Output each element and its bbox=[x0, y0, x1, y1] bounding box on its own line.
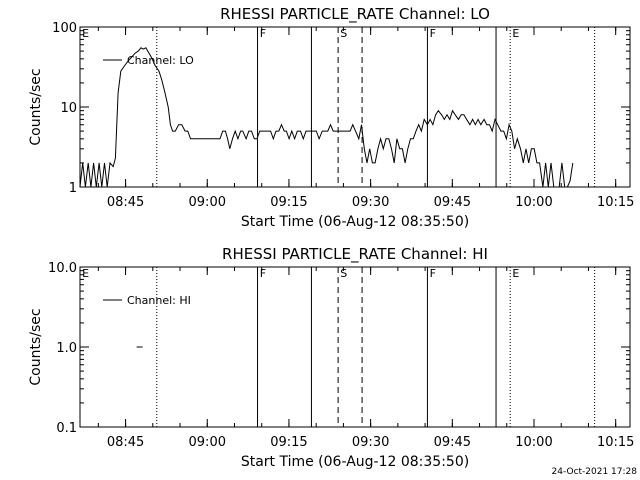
y-axis-label: Counts/sec bbox=[28, 68, 44, 145]
event-marker-label: F bbox=[260, 27, 266, 40]
plot-frame bbox=[79, 266, 631, 428]
chart-title: RHESSI PARTICLE_RATE Channel: HI bbox=[222, 245, 488, 264]
chart-title: RHESSI PARTICLE_RATE Channel: LO bbox=[220, 5, 490, 24]
event-marker-label: E bbox=[512, 267, 519, 280]
x-tick-label: 09:00 bbox=[189, 195, 226, 210]
plot-frame bbox=[79, 26, 631, 188]
y-tick-label: 100 bbox=[52, 21, 77, 36]
x-tick-label: 09:00 bbox=[189, 435, 226, 450]
x-tick-label: 08:45 bbox=[107, 435, 144, 450]
event-marker-label: E bbox=[82, 27, 89, 40]
x-tick-label: 08:45 bbox=[107, 195, 144, 210]
event-marker-label: E bbox=[512, 27, 519, 40]
x-tick-label: 09:30 bbox=[352, 195, 389, 210]
event-marker-label: S bbox=[340, 27, 347, 40]
hi-channel-panel: RHESSI PARTICLE_RATE Channel: HI Start Ti… bbox=[28, 245, 634, 470]
x-tick-label: 09:30 bbox=[352, 435, 389, 450]
y-tick-label: 1 bbox=[69, 181, 77, 196]
legend-label: Channel: LO bbox=[127, 54, 194, 67]
x-tick-label: 10:00 bbox=[515, 195, 552, 210]
event-marker-label: F bbox=[430, 27, 436, 40]
x-tick-label: 10:00 bbox=[515, 435, 552, 450]
x-tick-label: 09:15 bbox=[270, 435, 307, 450]
y-tick-label: 10.0 bbox=[48, 261, 77, 276]
event-marker-label: S bbox=[340, 267, 347, 280]
plot-date-stamp: 24-Oct-2021 17:28 bbox=[552, 467, 638, 477]
y-tick-label: 0.1 bbox=[56, 421, 77, 436]
x-tick-label: 10:15 bbox=[597, 435, 634, 450]
event-marker-label: F bbox=[430, 267, 436, 280]
legend-label: Channel: HI bbox=[127, 294, 191, 307]
series-line bbox=[79, 47, 574, 188]
x-tick-label: 09:45 bbox=[434, 435, 471, 450]
y-axis-label: Counts/sec bbox=[28, 308, 44, 385]
x-axis-label: Start Time (06-Aug-12 08:35:50) bbox=[241, 214, 469, 230]
x-axis-label: Start Time (06-Aug-12 08:35:50) bbox=[241, 454, 469, 470]
event-marker-label: E bbox=[82, 267, 89, 280]
y-tick-label: 10 bbox=[60, 101, 77, 116]
y-tick-label: 1.0 bbox=[56, 341, 77, 356]
lo-channel-panel: RHESSI PARTICLE_RATE Channel: LO Start Ti… bbox=[28, 5, 634, 230]
x-tick-label: 09:45 bbox=[434, 195, 471, 210]
x-tick-label: 09:15 bbox=[270, 195, 307, 210]
x-tick-label: 10:15 bbox=[597, 195, 634, 210]
event-marker-label: F bbox=[260, 267, 266, 280]
